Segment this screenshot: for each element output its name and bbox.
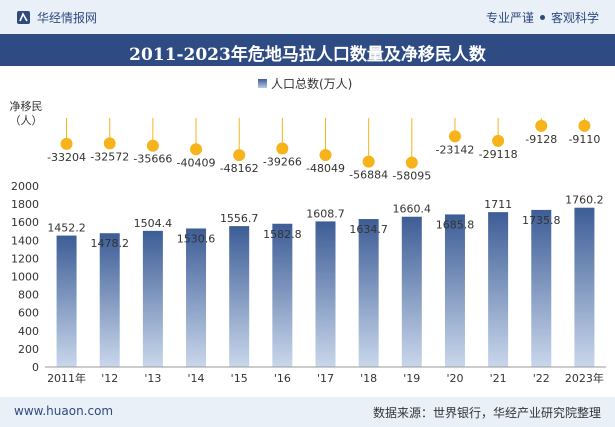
migration-point	[233, 149, 246, 162]
bar	[358, 219, 379, 367]
migration-point	[146, 139, 159, 152]
migration-value-label: -32572	[90, 150, 129, 163]
migration-value-label: -40409	[177, 156, 216, 169]
x-tick-label: '15	[231, 372, 248, 385]
migration-point	[190, 143, 203, 156]
bar	[99, 233, 120, 367]
chart-canvas: 1452.2 1478.2 1504.4 1530.6 1556.7 1582.8 1608…	[11, 118, 606, 385]
legend-label: 人口总数(万人)	[271, 77, 353, 91]
y-tick-label: 800	[18, 289, 39, 302]
legend-swatch-icon	[258, 79, 267, 88]
bar	[315, 221, 336, 367]
brand-logo-icon	[17, 11, 30, 24]
migration-point	[535, 119, 548, 132]
migration-point	[448, 130, 461, 143]
separator-dot-icon	[539, 15, 545, 20]
x-tick-label: '19	[403, 372, 420, 385]
tagline-left: 专业严谨	[485, 11, 534, 25]
migration-value-label: -39266	[263, 155, 302, 168]
x-tick-label: '17	[317, 372, 334, 385]
migration-point	[405, 156, 418, 169]
x-tick-label: '16	[274, 372, 291, 385]
legend: 人口总数(万人)	[258, 75, 352, 92]
migration-value-label: -23142	[435, 143, 474, 156]
bar-value-label: 1711	[484, 198, 512, 211]
bar	[488, 212, 509, 367]
migration-point	[362, 155, 375, 168]
bar-value-label: 1685.8	[436, 218, 475, 231]
footer-bar	[0, 397, 615, 427]
y-tick-label: 1200	[11, 252, 39, 265]
migration-value-label: -33204	[47, 151, 86, 164]
x-tick-label: '18	[360, 372, 377, 385]
y-tick-label: 200	[18, 343, 39, 356]
migration-value-label: -48049	[306, 162, 345, 175]
bar	[574, 207, 595, 367]
bar	[56, 235, 77, 367]
migration-value-label: -48162	[220, 162, 259, 175]
bar	[186, 228, 207, 367]
bar-value-label: 1504.4	[134, 217, 173, 230]
tagline-right: 客观科学	[550, 11, 599, 25]
y-tick-label: 2000	[11, 180, 39, 193]
migration-point	[276, 142, 289, 155]
bar-value-label: 1478.2	[90, 237, 129, 250]
bar	[531, 209, 552, 367]
data-source: 数据来源：世界银行，华经产业研究院整理	[372, 406, 601, 420]
migration-point	[492, 134, 505, 147]
migration-point	[319, 149, 332, 162]
brand-name: 华经情报网	[37, 11, 98, 25]
bar	[142, 230, 163, 367]
bar-value-label: 1452.2	[47, 222, 86, 235]
net-migration-label: 净移民（人）	[9, 100, 43, 127]
bar	[272, 223, 293, 367]
migration-value-label: -35666	[133, 153, 172, 166]
bar-value-label: 1530.6	[177, 232, 216, 245]
chart-title: 2011-2023年危地马拉人口数量及净移民人数	[129, 45, 486, 65]
bar-value-label: 1660.4	[393, 203, 432, 216]
migration-point	[578, 119, 591, 132]
bar-value-label: 1582.8	[263, 228, 302, 241]
y-tick-label: 1800	[11, 198, 39, 211]
y-tick-label: 1000	[11, 271, 39, 284]
x-tick-label: '13	[144, 372, 161, 385]
bar-value-label: 1760.2	[565, 194, 604, 207]
migration-value-label: -58095	[392, 170, 431, 183]
tagline: 专业严谨 客观科学	[486, 9, 599, 26]
migration-value-label: -9128	[525, 133, 557, 146]
x-tick-label: '12	[101, 372, 118, 385]
migration-value-label: -56884	[349, 169, 388, 182]
y-tick-label: 1400	[11, 234, 39, 247]
x-tick-label: '20	[446, 372, 463, 385]
migration-value-label: -9110	[568, 133, 600, 146]
y-tick-label: 400	[18, 325, 39, 338]
y-tick-label: 1600	[11, 216, 39, 229]
bar-value-label: 1634.7	[349, 223, 388, 236]
bar-value-label: 1735.8	[522, 214, 561, 227]
brand: 华经情报网	[16, 9, 97, 26]
x-tick-label: '14	[188, 372, 205, 385]
top-bar	[0, 0, 615, 34]
bar-value-label: 1556.7	[220, 212, 259, 225]
x-tick-label: '22	[533, 372, 550, 385]
website-link[interactable]: www.huaon.com	[14, 404, 114, 418]
migration-value-label: -29118	[479, 148, 518, 161]
migration-point	[60, 137, 73, 150]
y-tick-label: 0	[32, 361, 39, 374]
title-bar	[0, 34, 615, 66]
y-tick-label: 600	[18, 307, 39, 320]
bar	[444, 214, 465, 367]
x-tick-label: 2011年	[47, 371, 86, 385]
x-tick-label: 2023年	[565, 371, 604, 385]
migration-point	[103, 137, 116, 150]
bar	[401, 216, 422, 367]
bar-value-label: 1608.7	[306, 207, 345, 220]
bar	[229, 226, 250, 367]
x-tick-label: '21	[490, 372, 507, 385]
